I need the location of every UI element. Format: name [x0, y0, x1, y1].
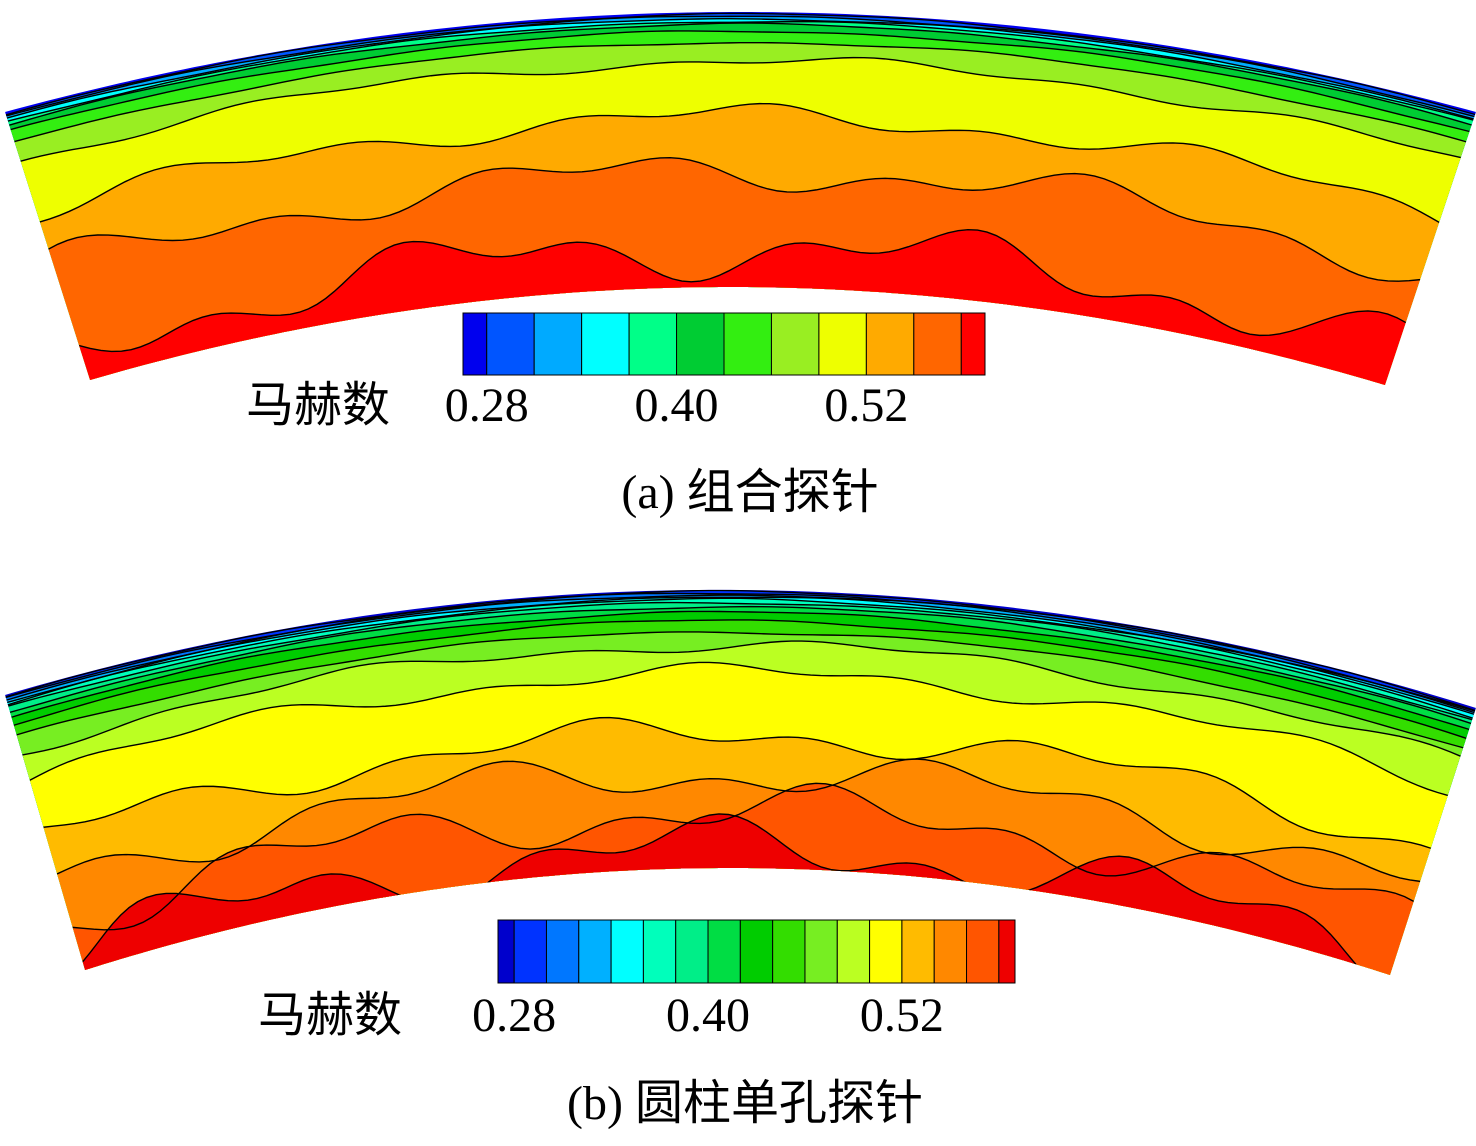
contour-line: [48, 157, 1421, 282]
contour-line: [56, 758, 1421, 883]
contour-line: [22, 640, 1461, 757]
colorbar-cell: [533, 312, 583, 376]
contour-line: [6, 594, 1475, 714]
colorbar-tick-label: 0.28: [445, 379, 529, 432]
colorbar-tick-label: 0.52: [860, 989, 944, 1042]
colorbar-cell: [545, 919, 580, 984]
colorbar-cell: [739, 919, 774, 984]
colorbar-cell: [836, 919, 871, 984]
contour-line: [9, 605, 1472, 725]
contour-line: [7, 597, 1473, 719]
contour-line: [82, 813, 1386, 975]
contour-line: [6, 18, 1474, 120]
colorbar-cell: [966, 919, 1000, 984]
colorbar-cell: [913, 312, 962, 376]
colorbar-cell: [960, 312, 986, 376]
colorbar-cell: [675, 919, 709, 984]
colorbar-cell: [497, 919, 515, 984]
contour-line: [5, 12, 1476, 116]
colorbar-cell: [610, 919, 644, 984]
colorbar-cell: [723, 312, 772, 376]
contour-line: [39, 102, 1440, 223]
colorbar-cell: [676, 312, 725, 376]
colorbar-label: 马赫数: [258, 989, 402, 1042]
contour-line: [11, 610, 1470, 731]
contour-line: [78, 228, 1407, 353]
contour-line: [8, 601, 1473, 721]
contour-line: [7, 20, 1474, 122]
colorbar-tick-label: 0.52: [824, 379, 908, 432]
colorbar-cell: [462, 312, 488, 376]
colorbar-cell: [901, 919, 935, 984]
contour-line: [5, 592, 1476, 712]
colorbar-cell: [642, 919, 677, 984]
colorbar-cell: [818, 312, 867, 376]
colorbar-cell: [772, 919, 806, 984]
contour-line: [5, 589, 1476, 712]
contour-line: [20, 56, 1461, 162]
colorbar-cell: [578, 919, 612, 984]
colorbar-cell: [865, 312, 915, 376]
colorbar-cell: [628, 312, 678, 376]
contour-line: [6, 15, 1475, 118]
contour-line: [43, 716, 1432, 849]
colorbar-label: 马赫数: [246, 379, 390, 432]
contour-line: [13, 619, 1467, 739]
colorbar-tick-label: 0.40: [635, 379, 719, 432]
colorbar-cell: [707, 919, 741, 984]
colorbar-cell: [770, 312, 820, 376]
contour-line: [72, 782, 1415, 931]
colorbar-cell: [998, 919, 1016, 984]
contour-line: [29, 661, 1449, 797]
caption: (b) 圆柱单孔探针: [567, 1077, 923, 1130]
colorbar-cell: [804, 919, 838, 984]
colorbar-cell: [869, 919, 903, 984]
contour-line: [8, 22, 1472, 126]
colorbar-cell: [581, 312, 630, 376]
colorbar-cell: [513, 919, 547, 984]
colorbar-tick-label: 0.28: [472, 989, 556, 1042]
colorbar-cell: [933, 919, 968, 984]
contour-line: [10, 30, 1470, 133]
colorbar-tick-label: 0.40: [666, 989, 750, 1042]
caption: (a) 组合探针: [621, 466, 878, 519]
contour-line: [16, 631, 1464, 749]
contour-line: [6, 596, 1475, 715]
colorbar-cell: [486, 312, 535, 376]
contour-line: [14, 41, 1467, 143]
